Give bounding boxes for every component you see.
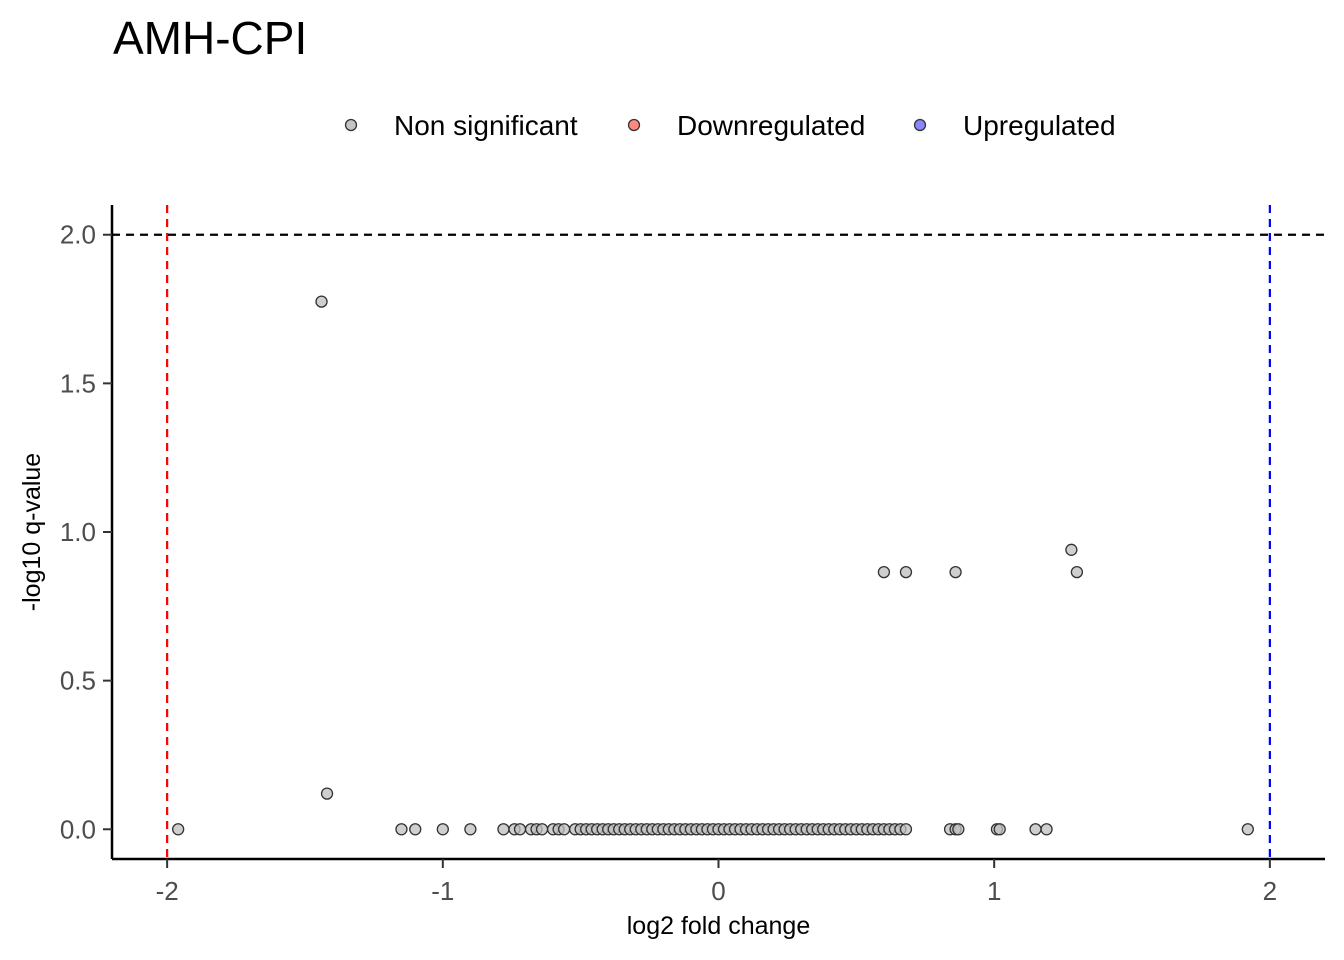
y-tick-label: 0.5 [60, 666, 96, 696]
y-tick-label: 2.0 [60, 220, 96, 250]
data-point-non-significant [557, 823, 571, 836]
data-point-non-significant [899, 565, 913, 579]
x-tick-label: -1 [431, 876, 454, 906]
data-point-non-significant [1029, 823, 1042, 836]
y-tick-label: 0.0 [60, 814, 96, 844]
data-point-non-significant [993, 823, 1006, 836]
data-point-non-significant [877, 565, 891, 579]
data-point-non-significant [436, 823, 449, 836]
legend-key-upregulated [913, 118, 927, 132]
x-tick-label: 1 [987, 876, 1001, 906]
data-point-non-significant [395, 823, 408, 836]
x-tick-label: -2 [156, 876, 179, 906]
data-point-non-significant [513, 823, 527, 836]
data-point-non-significant [464, 823, 477, 836]
legend: Non significant Downregulated Upregulated [344, 110, 1116, 141]
data-point-non-significant [315, 295, 328, 308]
data-point-non-significant [535, 823, 549, 836]
data-point-non-significant [1065, 543, 1078, 556]
data-point-non-significant [497, 823, 510, 836]
x-tick-label: 2 [1263, 876, 1277, 906]
data-points [172, 295, 1254, 836]
y-tick-label: 1.0 [60, 517, 96, 547]
data-point-non-significant [320, 787, 334, 800]
y-tick-label: 1.5 [60, 368, 96, 398]
data-point-non-significant [1241, 823, 1254, 836]
data-point-non-significant [409, 823, 422, 836]
legend-label-downregulated: Downregulated [677, 110, 865, 141]
data-point-non-significant [949, 565, 962, 579]
data-point-non-significant [1040, 823, 1053, 836]
y-axis-ticks: 0.0 0.5 1.0 1.5 2.0 [60, 220, 112, 844]
x-axis-title: log2 fold change [627, 912, 810, 940]
reference-lines [112, 205, 1325, 859]
data-point-non-significant [1070, 565, 1084, 579]
x-axis-ticks: -2 -1 0 1 2 [156, 859, 1277, 906]
y-axis-title: -log10 q-value [18, 453, 46, 611]
legend-label-upregulated: Upregulated [963, 110, 1116, 141]
data-point-non-significant [899, 823, 913, 836]
legend-key-downregulated [627, 118, 641, 132]
data-point-non-significant [172, 823, 185, 836]
x-tick-label: 0 [711, 876, 725, 906]
data-point-non-significant [952, 823, 965, 836]
chart-title: AMH-CPI [113, 12, 307, 64]
legend-key-non-significant [344, 118, 358, 132]
legend-label-non-significant: Non significant [394, 110, 578, 141]
